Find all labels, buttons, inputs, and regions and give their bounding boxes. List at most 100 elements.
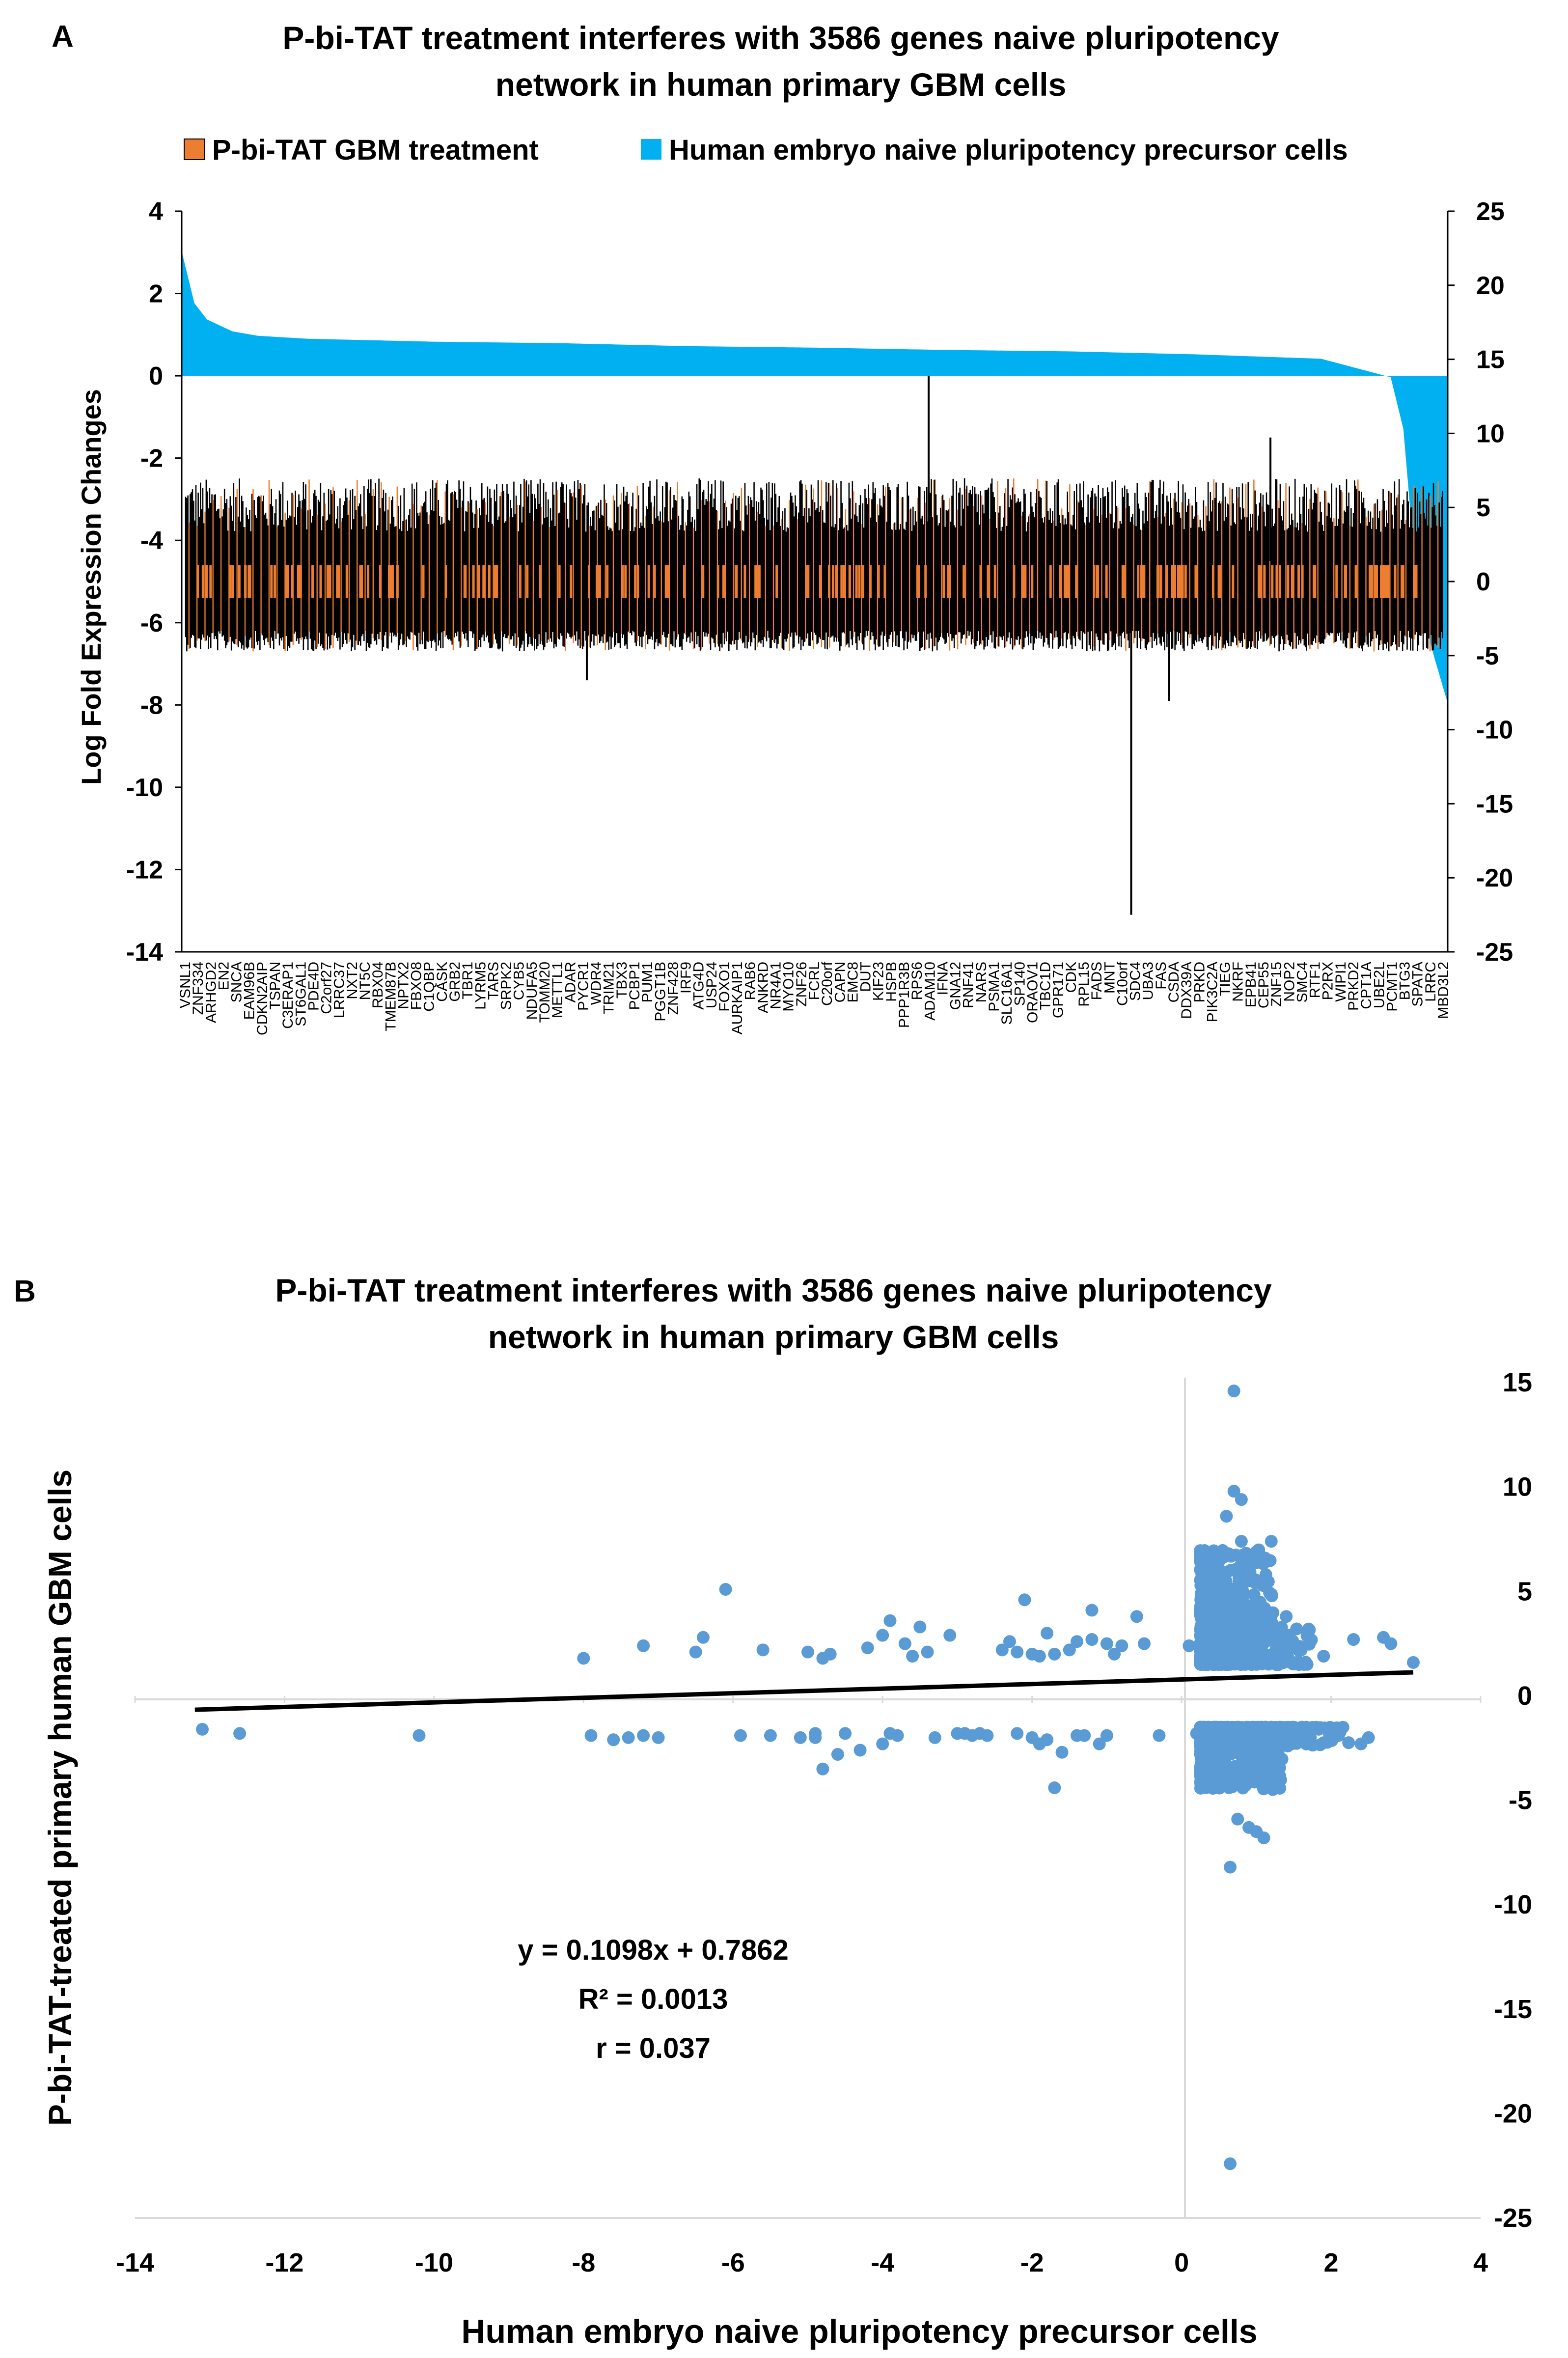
scatter-point — [1041, 1627, 1054, 1640]
gbm-treatment-bar-highlight — [291, 565, 294, 598]
gbm-treatment-bar-highlight — [636, 565, 639, 598]
scatter-point — [921, 1645, 934, 1659]
left-tick-label: -12 — [126, 856, 163, 884]
y-tick-label: 15 — [1503, 1368, 1532, 1397]
panel-a-bar-chart: A P-bi-TAT treatment interferes with 358… — [52, 20, 1513, 1035]
gbm-treatment-bar-highlight — [570, 565, 573, 598]
scatter-cluster-point — [1214, 1644, 1228, 1657]
scatter-point — [1100, 1637, 1113, 1650]
gbm-treatment-bar-highlight — [329, 565, 331, 598]
scatter-point — [1190, 1727, 1203, 1740]
gbm-treatment-bar-highlight — [494, 565, 496, 598]
y-tick-label: 5 — [1517, 1577, 1532, 1606]
scatter-point — [577, 1652, 590, 1665]
gbm-treatment-bar-highlight — [1263, 565, 1266, 598]
scatter-point — [1231, 1812, 1244, 1826]
x-tick-label: -6 — [721, 2248, 745, 2277]
gene-label: PUM1 — [639, 962, 656, 1002]
gbm-treatment-bar-highlight — [346, 565, 349, 598]
scatter-point — [196, 1722, 209, 1736]
y-tick-label: -15 — [1494, 1995, 1532, 2024]
scatter-cluster-point — [1295, 1730, 1308, 1743]
scatter-cluster-point — [1195, 1620, 1209, 1634]
gene-label: PPP1R3B — [896, 962, 912, 1028]
scatter-point — [1332, 1729, 1345, 1742]
scatter-cluster-point — [1236, 1574, 1249, 1587]
gbm-treatment-bar-highlight — [1413, 565, 1416, 598]
gbm-treatment-bar-highlight — [326, 565, 329, 598]
scatter-point — [1048, 1647, 1061, 1661]
gene-label: WDR4 — [588, 962, 605, 1005]
r-squared-value: R² = 0.0013 — [578, 1983, 728, 2015]
gbm-treatment-bar-highlight — [606, 565, 609, 598]
gbm-treatment-bar-highlight — [336, 565, 339, 598]
scatter-cluster-point — [1200, 1582, 1213, 1596]
gene-label: P2RX — [1320, 962, 1336, 1000]
scatter-point — [1108, 1647, 1121, 1661]
panel-a-left-ticks: 4 2 0 -2 -4 -6 -8 -10 -12 -14 — [126, 197, 182, 967]
scatter-cluster-point — [1215, 1627, 1228, 1640]
legend-swatch-gbm-treatment — [184, 139, 205, 160]
gene-label: HSPB — [883, 962, 900, 1002]
panel-b-scatter-chart: B P-bi-TAT treatment interferes with 358… — [14, 1272, 1532, 2350]
panel-b-y-axis-label: P-bi-TAT-treated primary human GBM cells — [42, 1470, 78, 2126]
x-tick-label: -8 — [572, 2248, 595, 2277]
scatter-point — [995, 1643, 1009, 1657]
scatter-cluster-point — [1236, 1603, 1249, 1616]
scatter-cluster-point — [1196, 1643, 1210, 1657]
gbm-treatment-bar-highlight — [1370, 565, 1373, 598]
gbm-treatment-bar-highlight — [1137, 565, 1140, 598]
scatter-cluster-point — [1226, 1780, 1239, 1794]
scatter-point — [1130, 1610, 1143, 1623]
left-tick-label: -4 — [140, 527, 163, 555]
gbm-treatment-bar-highlight — [1096, 565, 1099, 598]
gbm-treatment-bar-highlight — [587, 565, 590, 598]
gbm-treatment-bar-highlight — [840, 565, 843, 598]
gene-label: FADS — [1089, 962, 1105, 1000]
panel-a-title-line-1: P-bi-TAT treatment interferes with 3586 … — [282, 20, 1279, 56]
gene-label: NXT2 — [344, 962, 360, 999]
gene-label: TARS — [485, 962, 501, 1000]
scatter-cluster-point — [1241, 1639, 1255, 1653]
panel-b-x-axis-label: Human embryo naive pluripotency precurso… — [461, 2313, 1257, 2350]
scatter-cluster-point — [1218, 1658, 1232, 1671]
y-tick-label: 0 — [1517, 1681, 1532, 1711]
scatter-point — [1003, 1635, 1016, 1648]
gbm-treatment-bar-highlight — [1312, 565, 1315, 598]
scatter-point — [1224, 2157, 1237, 2170]
scatter-point — [1085, 1604, 1099, 1617]
scatter-point — [1235, 1493, 1248, 1506]
scatter-point — [637, 1729, 650, 1742]
gbm-treatment-bar-highlight — [806, 565, 809, 598]
gbm-treatment-bar-highlight — [664, 565, 667, 598]
scatter-cluster-point — [1248, 1573, 1262, 1586]
scatter-point — [824, 1647, 837, 1661]
gene-label: TIEG — [1217, 962, 1234, 996]
gene-label: GRB2 — [447, 962, 463, 1002]
gbm-treatment-bar-highlight — [464, 565, 467, 598]
scatter-cluster-point — [1214, 1603, 1227, 1616]
gbm-treatment-bar-highlight — [917, 565, 920, 598]
gbm-treatment-bar-highlight — [1105, 565, 1108, 598]
gene-label: WIPI1 — [1333, 962, 1349, 1002]
scatter-point — [1280, 1610, 1293, 1623]
gbm-treatment-bar-highlight — [1211, 565, 1214, 598]
gbm-treatment-bar-highlight — [1278, 565, 1281, 598]
gbm-treatment-bar-highlight — [1184, 565, 1187, 598]
left-tick-label: 2 — [149, 280, 163, 308]
gbm-treatment-bar-highlight — [758, 565, 761, 598]
pearson-r-value: r = 0.037 — [596, 2032, 711, 2064]
gbm-treatment-bar-highlight — [299, 565, 302, 598]
scatter-point — [1294, 1643, 1308, 1657]
gene-label: AURKAIP1 — [729, 962, 745, 1034]
gbm-treatment-bar-highlight — [1013, 565, 1016, 598]
scatter-point — [1227, 1485, 1240, 1498]
scatter-cluster-point — [1208, 1750, 1221, 1763]
scatter-cluster-point — [1230, 1563, 1243, 1576]
gene-label: ADAM10 — [922, 962, 938, 1021]
gbm-treatment-bar-highlight — [1374, 565, 1376, 598]
gene-label: MNT — [1101, 962, 1118, 994]
right-tick-label: 20 — [1476, 272, 1505, 300]
gene-label: EMC8 — [845, 962, 861, 1002]
gbm-treatment-bar-highlight — [634, 565, 637, 598]
